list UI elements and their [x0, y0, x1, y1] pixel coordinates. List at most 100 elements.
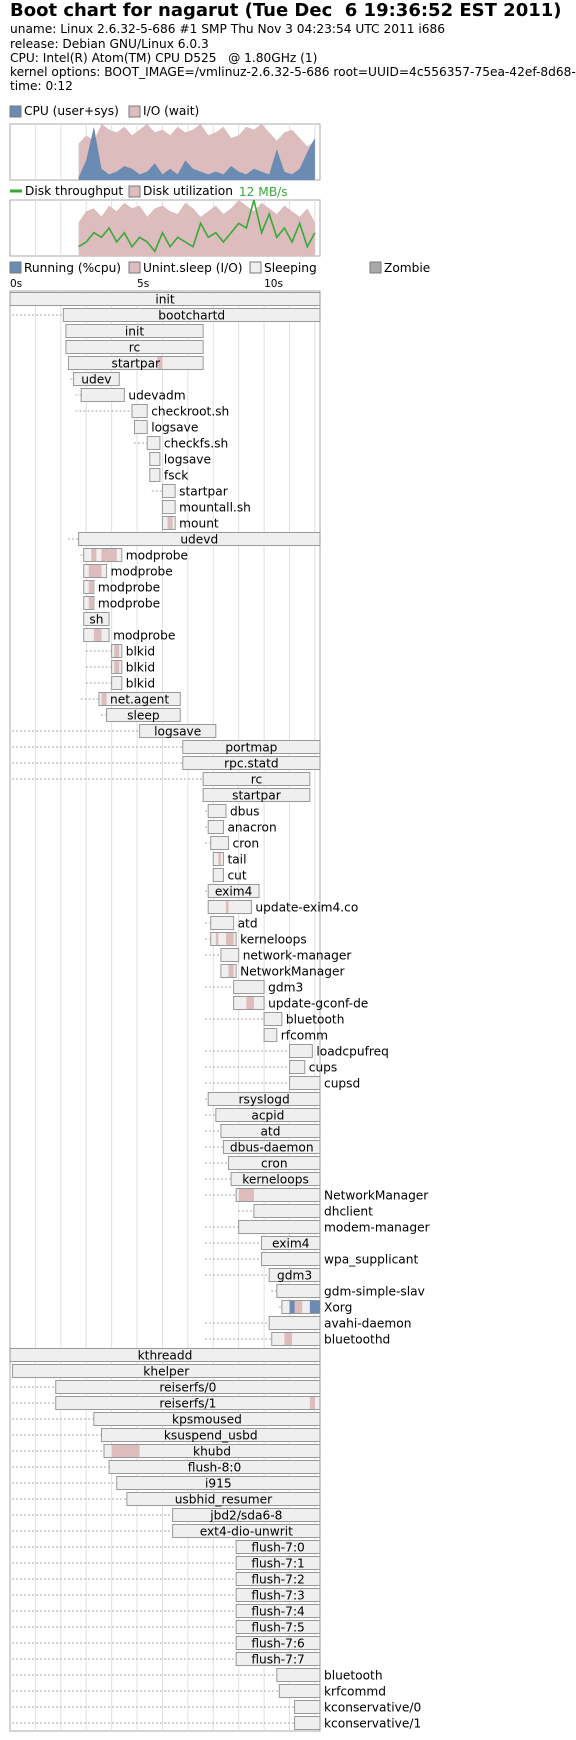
process-bar	[100, 1428, 321, 1442]
process-bar	[207, 820, 224, 834]
process-label: kthreadd	[138, 1349, 193, 1363]
process-bar	[220, 1124, 321, 1138]
process-bar	[12, 1364, 321, 1378]
process-label: flush-7:7	[251, 1653, 305, 1667]
process-label: kconservative/0	[324, 1701, 421, 1715]
process-label: modprobe	[98, 597, 160, 611]
process-label: sleep	[127, 709, 160, 723]
process-bar	[202, 788, 311, 802]
process-bar	[149, 452, 161, 466]
process-label: khubd	[193, 1445, 231, 1459]
process-label: kpsmoused	[172, 1413, 242, 1427]
process-bar	[131, 404, 148, 418]
process-io-segment	[91, 549, 97, 561]
process-label: modprobe	[113, 629, 175, 643]
process-label: modprobe	[111, 565, 173, 579]
process-label: blkid	[126, 645, 155, 659]
process-label: startpar	[111, 357, 161, 371]
process-io-segment	[93, 629, 102, 641]
process-bar	[73, 372, 120, 386]
process-bar	[78, 532, 321, 546]
process-io-segment	[157, 357, 163, 369]
process-label: flush-7:6	[251, 1637, 305, 1651]
process-bar	[253, 1204, 321, 1218]
process-bar	[172, 1508, 321, 1522]
process-io-segment	[225, 933, 234, 945]
cpu-usage-area	[78, 126, 315, 180]
process-label: wpa_supplicant	[324, 1253, 418, 1267]
process-label: flush-7:0	[251, 1541, 305, 1555]
process-bar	[108, 1460, 321, 1474]
process-label: network-manager	[243, 949, 353, 963]
process-bar	[9, 292, 321, 306]
cpu-line: CPU: Intel(R) Atom(TM) CPU D525 @ 1.80GH…	[10, 51, 318, 65]
process-bar	[65, 324, 204, 338]
throughput-legend-label: Disk throughput	[25, 184, 123, 198]
process-label: i915	[205, 1477, 232, 1491]
process-label: cut	[227, 869, 246, 883]
process-label: portmap	[225, 741, 277, 755]
disk-throughput-line	[78, 199, 316, 253]
process-bar	[106, 708, 181, 722]
throughput-peak-label: 12 MB/s	[239, 185, 288, 199]
process-legend-swatch	[128, 261, 141, 274]
process-bar	[98, 692, 181, 706]
process-bar	[235, 1572, 321, 1586]
process-legend-swatch	[249, 261, 262, 274]
process-bar	[182, 740, 321, 754]
process-label: gdm3	[277, 1269, 312, 1283]
process-label: kconservative/1	[324, 1717, 421, 1731]
process-label: krfcommd	[324, 1685, 386, 1699]
process-label: modprobe	[126, 549, 188, 563]
process-bar	[222, 1140, 321, 1154]
process-label: update-gconf-de	[268, 997, 368, 1011]
process-label: sh	[89, 613, 103, 627]
bootchart-header: Boot chart for nagarut (Tue Dec 6 19:36:…	[0, 0, 576, 108]
process-io-segment	[309, 1397, 315, 1409]
process-bar	[261, 1236, 321, 1250]
process-io-segment	[114, 645, 120, 657]
time-axis-tick-label: 10s	[264, 278, 283, 290]
process-io-segment	[225, 901, 229, 913]
process-label: jbd2/sda6-8	[209, 1509, 282, 1523]
process-bar	[182, 756, 321, 770]
process-io-segment	[101, 549, 117, 561]
process-bar	[220, 948, 240, 962]
process-label: bootchartd	[158, 309, 225, 323]
process-bar	[235, 1540, 321, 1554]
process-bar	[261, 1252, 321, 1266]
process-label: rc	[251, 773, 262, 787]
process-label: kerneloops	[240, 933, 307, 947]
process-label: atd	[238, 917, 258, 931]
process-label: loadcpufreq	[316, 1045, 388, 1059]
process-bar	[93, 1412, 321, 1426]
process-label: modprobe	[98, 581, 160, 595]
process-label: dbus	[230, 805, 260, 819]
utilization-legend-label: Disk utilization	[143, 184, 233, 198]
process-bar	[289, 1076, 321, 1090]
process-label: fsck	[164, 469, 189, 483]
process-label: startpar	[232, 789, 282, 803]
process-label: khelper	[143, 1365, 190, 1379]
process-bar	[235, 1652, 321, 1666]
process-io-segment	[114, 661, 120, 673]
process-label: gdm-simple-slav	[324, 1285, 425, 1299]
release-line: release: Debian GNU/Linux 6.0.3	[10, 37, 209, 51]
process-label: NetworkManager	[324, 1189, 429, 1203]
process-label: bluetooth	[286, 1013, 345, 1027]
process-io-segment	[294, 1301, 303, 1313]
process-bar	[238, 1220, 321, 1234]
process-label: udevadm	[128, 389, 185, 403]
process-bar	[235, 1604, 321, 1618]
process-bar	[210, 836, 230, 850]
process-bar	[235, 1556, 321, 1570]
chart-title: Boot chart for nagarut (Tue Dec 6 19:36:…	[10, 0, 562, 21]
process-legend-label: Unint.sleep (I/O)	[143, 261, 243, 275]
process-bar	[278, 1684, 321, 1698]
process-label: bluetoothd	[324, 1333, 390, 1347]
process-io-segment	[215, 933, 219, 945]
process-label: bluetooth	[324, 1669, 383, 1683]
process-label: logsave	[151, 421, 198, 435]
process-label: flush-8:0	[188, 1461, 242, 1475]
